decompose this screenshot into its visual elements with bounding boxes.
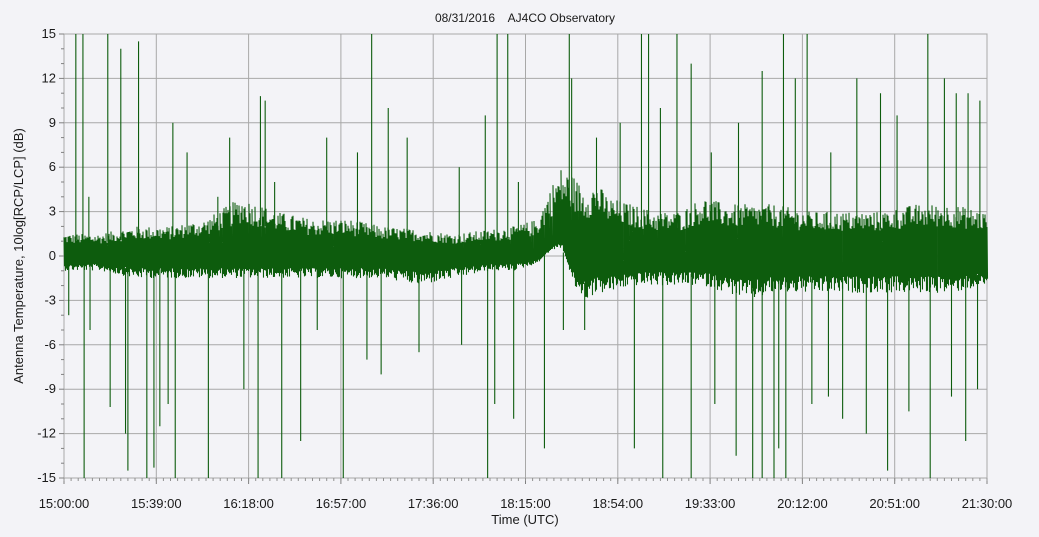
x-tick-label: 17:36:00 <box>408 496 459 511</box>
y-tick-label: 0 <box>49 248 56 263</box>
x-tick-label: 19:33:00 <box>685 496 736 511</box>
series-noise-trace <box>63 170 989 298</box>
x-tick-label: 21:30:00 <box>962 496 1013 511</box>
x-tick-label: 20:12:00 <box>777 496 828 511</box>
x-axis: 15:00:00 15:39:00 16:18:00 16:57:00 17:36:00… <box>39 478 1013 511</box>
y-tick-label: 3 <box>49 204 56 219</box>
chart-title: 08/31/2016 AJ4CO Observatory <box>435 11 615 25</box>
data-series-trace <box>63 34 989 478</box>
y-tick-label: 6 <box>49 159 56 174</box>
x-tick-label: 15:39:00 <box>131 496 182 511</box>
y-tick-label: 12 <box>42 70 56 85</box>
y-axis-title: Antenna Temperature, 10log[RCP/LCP] (dB) <box>11 128 26 384</box>
y-tick-label: -12 <box>37 426 56 441</box>
x-tick-label: 20:51:00 <box>869 496 920 511</box>
y-tick-label: 9 <box>49 115 56 130</box>
y-tick-label: 15 <box>42 26 56 41</box>
y-tick-label: -6 <box>44 337 56 352</box>
x-tick-label: 18:54:00 <box>592 496 643 511</box>
x-tick-label: 16:57:00 <box>316 496 367 511</box>
x-tick-label: 16:18:00 <box>223 496 274 511</box>
y-tick-label: -9 <box>44 381 56 396</box>
x-tick-label: 18:15:00 <box>500 496 551 511</box>
y-tick-label: -3 <box>44 292 56 307</box>
x-axis-title: Time (UTC) <box>491 512 558 527</box>
x-tick-label: 15:00:00 <box>39 496 90 511</box>
y-axis: 15 12 9 6 3 0 -3 -6 -9 -12 -15 <box>37 26 64 485</box>
y-tick-label: -15 <box>37 470 56 485</box>
